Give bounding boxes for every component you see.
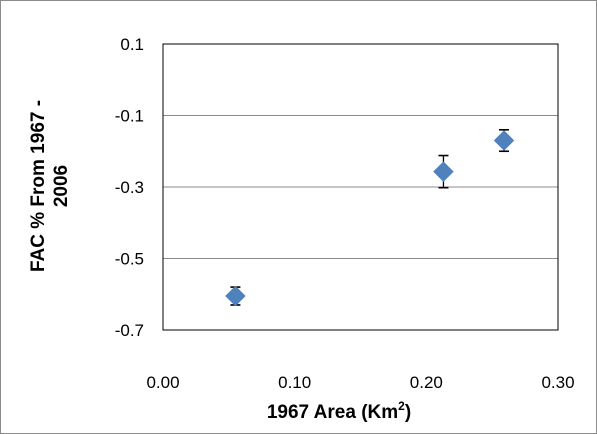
y-axis-title-line-2: 2006 bbox=[51, 165, 72, 207]
data-point bbox=[493, 129, 515, 153]
y-axis-title-line-1: FAC % From 1967 - bbox=[28, 100, 49, 272]
plot-area bbox=[162, 43, 559, 331]
y-tick-label: -0.5 bbox=[115, 250, 144, 269]
y-tick-label: -0.3 bbox=[115, 178, 144, 197]
data-points bbox=[225, 129, 515, 307]
x-tick-label: 0.10 bbox=[278, 373, 311, 392]
x-axis-title: 1967 Area (Km2) bbox=[267, 399, 411, 423]
diamond-marker bbox=[493, 130, 515, 151]
y-tick-label: 0.1 bbox=[120, 35, 144, 54]
y-axis-ticks: 0.1 -0.1 -0.3 -0.5 -0.7 bbox=[115, 35, 144, 340]
y-axis-title: FAC % From 1967 - 2006 bbox=[28, 100, 72, 272]
x-tick-label: 0.00 bbox=[146, 373, 179, 392]
gridlines bbox=[163, 115, 558, 259]
y-tick-label: -0.7 bbox=[115, 321, 144, 340]
data-point bbox=[433, 154, 454, 189]
diamond-marker bbox=[225, 285, 246, 307]
y-tick-label: -0.1 bbox=[115, 107, 144, 126]
x-tick-label: 0.20 bbox=[410, 373, 443, 392]
data-point bbox=[225, 285, 246, 307]
x-axis-ticks: 0.00 0.10 0.20 0.30 bbox=[146, 373, 574, 392]
x-tick-label: 0.30 bbox=[541, 373, 574, 392]
diamond-marker bbox=[433, 161, 454, 182]
